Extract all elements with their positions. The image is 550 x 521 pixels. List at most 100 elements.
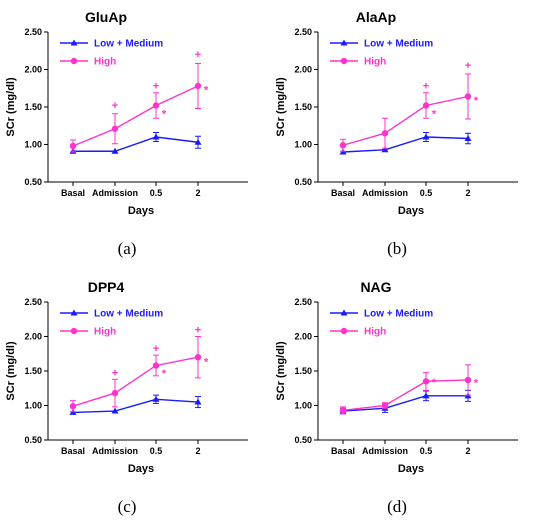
y-tick-label: 2.50	[294, 27, 312, 37]
significance-mark: *	[162, 109, 167, 121]
data-point	[194, 138, 202, 145]
legend: Low + Medium High	[60, 309, 163, 338]
y-tick-label: 0.50	[24, 177, 42, 187]
legend-marker	[340, 57, 348, 65]
data-point	[464, 135, 472, 141]
data-point	[152, 395, 160, 402]
x-tick-label: Admission	[92, 446, 138, 456]
significance-mark: +	[423, 80, 429, 92]
significance-mark: +	[153, 80, 159, 92]
significance-mark: +	[465, 60, 471, 72]
data-point	[152, 362, 160, 369]
series-high	[339, 364, 472, 415]
significance-mark: *	[432, 109, 437, 121]
chart-title: DPP4	[88, 279, 125, 295]
y-tick-label: 0.50	[294, 435, 312, 445]
series-line	[72, 85, 199, 147]
y-tick-label: 2.50	[294, 297, 312, 307]
data-point	[69, 402, 77, 410]
legend-label: High	[364, 327, 386, 338]
x-tick-label: Basal	[331, 446, 355, 456]
x-axis-label: Days	[128, 463, 154, 475]
y-tick-label: 0.50	[24, 435, 42, 445]
data-point	[422, 133, 430, 140]
panel-label: (c)	[118, 497, 137, 516]
data-point	[194, 398, 202, 405]
legend-marker	[70, 327, 78, 335]
legend-marker	[70, 57, 78, 65]
x-tick-label: Basal	[61, 188, 85, 198]
legend-label: High	[94, 327, 116, 338]
y-axis-label: SCr (mg/dl)	[5, 77, 17, 137]
significance-mark: +	[195, 49, 201, 61]
series-line	[73, 136, 199, 152]
chart-title: AlaAp	[356, 9, 396, 25]
significance-mark: +	[112, 100, 118, 112]
data-point	[111, 389, 119, 397]
legend-label: Low + Medium	[364, 309, 433, 320]
x-tick-label: Admission	[92, 188, 138, 198]
chart-panel-1: GluAp 0.50 1.00 1.50 2.00 2.50 Basal Admission 0…	[5, 9, 248, 258]
significance-mark: *	[204, 85, 209, 97]
series-line	[72, 398, 199, 414]
x-tick-label: 0.5	[150, 446, 163, 456]
legend-marker	[70, 39, 78, 46]
significance-mark: +	[153, 343, 159, 355]
x-axis-label: Days	[398, 205, 424, 217]
legend-marker	[340, 39, 348, 46]
series-high	[339, 73, 472, 152]
legend-marker	[340, 327, 348, 335]
panel-label: (a)	[118, 239, 137, 258]
y-tick-label: 2.00	[24, 332, 42, 342]
x-tick-label: 0.5	[420, 188, 433, 198]
chart-title: NAG	[360, 279, 391, 295]
x-tick-label: Basal	[61, 446, 85, 456]
series-line	[342, 95, 469, 146]
y-tick-label: 1.00	[24, 401, 42, 411]
data-point	[111, 407, 119, 414]
x-axis-label: Days	[398, 463, 424, 475]
legend-label: High	[94, 57, 116, 68]
y-axis-label: SCr (mg/dl)	[275, 341, 287, 401]
significance-mark: +	[195, 325, 201, 337]
legend-marker	[340, 309, 348, 316]
legend-label: High	[364, 57, 386, 68]
y-tick-label: 1.50	[294, 366, 312, 376]
x-axis-label: Days	[128, 205, 154, 217]
data-point	[339, 142, 347, 149]
legend: Low + Medium High	[330, 39, 433, 68]
x-tick-label: 2	[465, 188, 470, 198]
y-axis-label: SCr (mg/dl)	[275, 77, 287, 137]
data-point	[111, 125, 119, 132]
y-tick-label: 2.00	[294, 65, 312, 75]
legend-label: Low + Medium	[364, 39, 433, 50]
legend: Low + Medium High	[60, 39, 163, 68]
series-low-medium	[69, 132, 202, 154]
y-tick-label: 1.00	[24, 140, 42, 150]
legend: Low + Medium High	[330, 309, 433, 338]
y-axis-label: SCr (mg/dl)	[5, 341, 17, 401]
chart-panel-4: NAG 0.50 1.00 1.50 2.00 2.50 Basal Admission 0.5…	[275, 279, 518, 516]
significance-mark: *	[204, 356, 209, 368]
data-point	[422, 392, 430, 399]
significance-mark: *	[162, 368, 167, 380]
significance-mark: *	[474, 95, 479, 107]
x-tick-label: Basal	[331, 188, 355, 198]
x-tick-label: 2	[195, 446, 200, 456]
legend-label: Low + Medium	[94, 309, 163, 320]
data-point	[339, 407, 347, 414]
chart-title: GluAp	[85, 9, 127, 25]
x-tick-label: 2	[465, 446, 470, 456]
y-tick-label: 0.50	[294, 177, 312, 187]
legend-marker	[70, 309, 78, 316]
y-tick-label: 2.00	[294, 332, 312, 342]
x-tick-label: 0.5	[150, 188, 163, 198]
data-point	[464, 93, 472, 100]
panel-label: (d)	[387, 497, 407, 516]
y-tick-label: 1.50	[294, 102, 312, 112]
data-point	[69, 142, 77, 150]
data-point	[464, 376, 472, 384]
series-low-medium	[339, 132, 472, 155]
significance-mark: *	[432, 377, 437, 389]
